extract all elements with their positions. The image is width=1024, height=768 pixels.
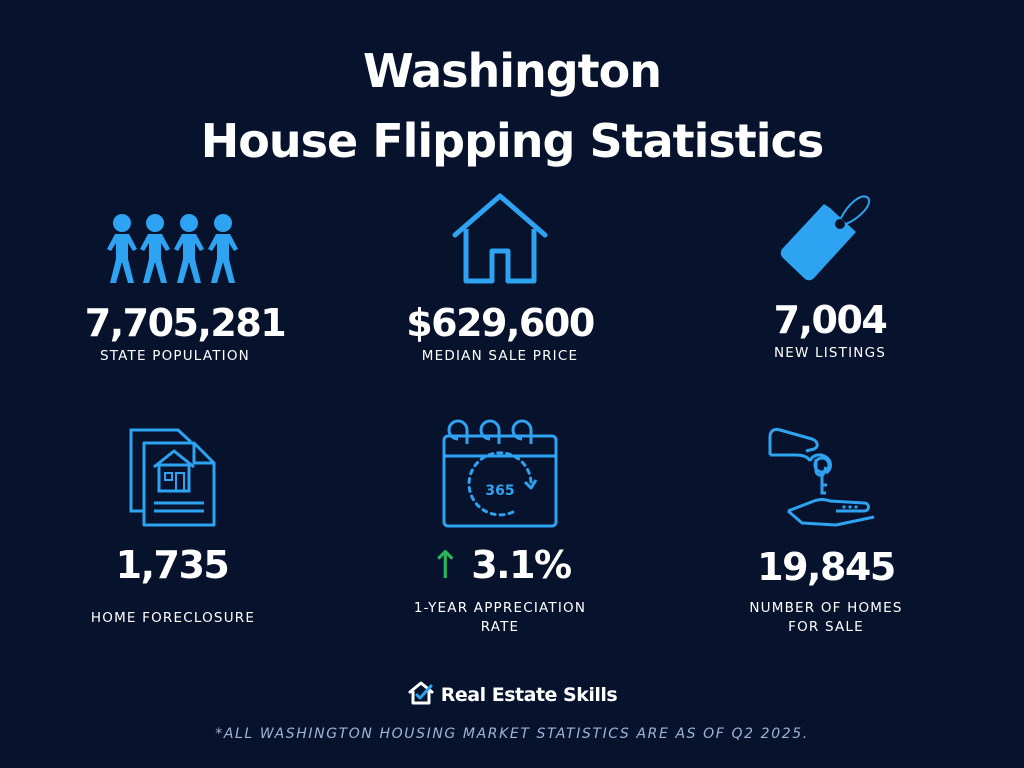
homes-for-sale-label-line-2: FOR SALE xyxy=(788,619,864,635)
appreciation-rate-label: 1-YEAR APPRECIATION RATE xyxy=(400,599,600,637)
brand-name: Real Estate Skills xyxy=(440,684,618,706)
brand-logo: Real Estate Skills xyxy=(0,680,1024,710)
calendar-365-text: 365 xyxy=(485,483,514,499)
house-check-logo-icon xyxy=(407,680,435,710)
home-foreclosure-value: 1,735 xyxy=(115,543,230,587)
appreciation-rate-number: 3.1% xyxy=(471,543,572,587)
new-listings-value: 7,004 xyxy=(773,298,888,342)
appreciation-rate-label-line-1: 1-YEAR APPRECIATION xyxy=(413,600,587,616)
page-title-line-2: House Flipping Statistics xyxy=(200,114,824,168)
people-icon xyxy=(106,213,241,285)
home-foreclosure-label: HOME FORECLOSURE xyxy=(90,610,256,626)
price-tag-icon xyxy=(778,188,874,284)
arrow-up-icon: ↑ xyxy=(429,543,462,587)
homes-for-sale-label-line-1: NUMBER OF HOMES xyxy=(749,600,903,616)
appreciation-rate-value: ↑ 3.1% xyxy=(400,546,600,584)
footnote: *ALL WASHINGTON HOUSING MARKET STATISTIC… xyxy=(215,726,809,742)
state-population-value: 7,705,281 xyxy=(84,301,287,345)
foreclosure-document-icon xyxy=(128,427,220,529)
key-handover-icon xyxy=(766,425,878,529)
page-title-line-1: Washington xyxy=(362,44,662,98)
house-icon xyxy=(452,193,548,285)
new-listings-label: NEW LISTINGS xyxy=(773,345,887,361)
homes-for-sale-label: NUMBER OF HOMES FOR SALE xyxy=(726,599,926,637)
median-sale-price-value: $629,600 xyxy=(406,301,595,345)
calendar-365-icon: 365 xyxy=(441,419,559,530)
median-sale-price-label: MEDIAN SALE PRICE xyxy=(421,348,579,364)
state-population-label: STATE POPULATION xyxy=(100,348,250,364)
homes-for-sale-value: 19,845 xyxy=(757,545,896,589)
appreciation-rate-label-line-2: RATE xyxy=(480,619,520,635)
